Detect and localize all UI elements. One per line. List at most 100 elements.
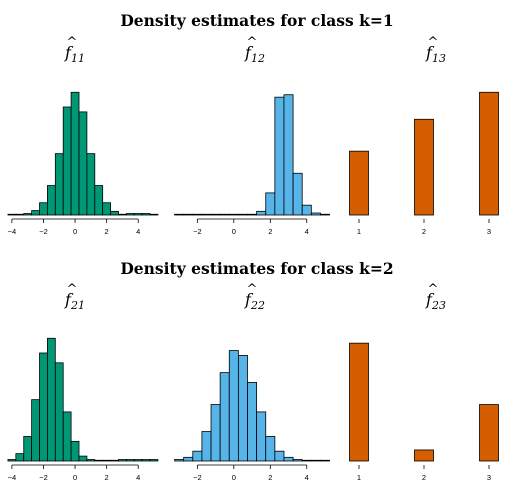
hat-mark: ^ [247, 35, 258, 50]
x-tick-label: 2 [268, 227, 272, 236]
panel-12: f12^ −2 0 2 4 [174, 35, 330, 236]
histogram-bin [210, 404, 221, 462]
hat-mark: ^ [67, 35, 78, 50]
panel-21: f21^ −4 −2 0 2 4 [7, 282, 159, 482]
bar [349, 342, 369, 462]
histogram-bin [23, 436, 33, 462]
x-tick-label: 3 [487, 227, 491, 236]
hat-mark: ^ [67, 282, 78, 297]
panel-title: f21 [64, 290, 85, 312]
histogram-bin [228, 213, 239, 216]
panel-title: f11 [64, 43, 85, 65]
histogram-bin [237, 355, 248, 462]
bar [479, 404, 499, 462]
histogram-bin [310, 212, 321, 216]
histogram-bin [62, 411, 72, 462]
histogram-bin [292, 172, 303, 216]
panel-title: f23 [425, 290, 446, 312]
x-tick-label: 1 [357, 227, 361, 236]
histogram-bin [301, 459, 312, 462]
histogram-bin [301, 204, 312, 216]
panel-23: f23^ 1 2 3 [349, 282, 499, 482]
histogram-bin [125, 213, 135, 216]
histogram-bin [94, 459, 104, 462]
histogram-bin [15, 213, 25, 216]
histogram-bin [54, 153, 64, 216]
histogram-bin [237, 213, 248, 216]
histogram-bin [149, 459, 159, 462]
bar [479, 91, 499, 216]
histogram-bin [256, 210, 267, 216]
histogram-bin [192, 450, 203, 462]
histogram-bin [320, 213, 330, 216]
histogram-bin [118, 459, 127, 462]
hat-mark: ^ [428, 35, 439, 50]
histogram-bin [141, 213, 151, 216]
x-tick-label: 4 [136, 473, 140, 482]
histogram-bin [39, 202, 48, 216]
histogram-bin [174, 213, 185, 216]
histogram-bin [70, 440, 80, 462]
histogram-bin [102, 459, 111, 462]
x-tick-label: −4 [8, 473, 17, 482]
histogram-bin [78, 111, 88, 216]
histogram-bin [247, 213, 258, 216]
histogram-bin [256, 411, 267, 462]
x-tick-label: 4 [305, 473, 309, 482]
histogram-bin [23, 213, 33, 216]
panel-11: f11^ −4 −2 0 2 4 [7, 35, 159, 236]
histogram-bin [7, 459, 17, 462]
histogram-bin [133, 213, 143, 216]
histogram-bin [274, 96, 285, 216]
histogram-bin [31, 210, 40, 216]
x-tick-label: −2 [193, 227, 202, 236]
x-tick-label: 0 [73, 473, 77, 482]
x-tick-label: 2 [105, 227, 109, 236]
histogram-bin [265, 192, 276, 216]
histogram-bin [210, 213, 221, 216]
histogram-bin [47, 337, 56, 462]
bar [414, 118, 434, 216]
bar [414, 449, 434, 462]
panel-title: f12 [244, 43, 265, 65]
histogram-bin [183, 456, 194, 462]
histogram-bin [7, 213, 17, 216]
histogram-bin [86, 153, 96, 216]
histogram-bin [62, 106, 72, 216]
x-tick-label: 4 [136, 227, 140, 236]
histogram-bin [247, 382, 258, 462]
histogram-bin [141, 459, 151, 462]
histogram-bin [125, 459, 135, 462]
x-tick-label: 1 [357, 473, 361, 482]
histogram-bin [102, 202, 111, 216]
x-tick-label: 0 [73, 227, 77, 236]
histogram-bin [110, 210, 119, 216]
histogram-bin [219, 213, 230, 216]
histogram-bin [183, 213, 194, 216]
histogram-bin [31, 399, 40, 462]
histogram-bin [219, 372, 230, 462]
histogram-bin [149, 213, 159, 216]
x-tick-label: −2 [193, 473, 202, 482]
histogram-bin [133, 459, 143, 462]
histogram-bin [192, 213, 203, 216]
panel-22: f22^ −2 0 2 4 [174, 282, 330, 482]
histogram-bin [78, 455, 88, 462]
histogram-bin [118, 213, 127, 216]
histogram-bin [174, 459, 185, 462]
x-tick-label: 2 [105, 473, 109, 482]
histogram-bin [94, 185, 104, 216]
histogram-bin [47, 185, 56, 216]
histogram-bin [310, 459, 321, 462]
histogram-bin [265, 436, 276, 462]
section-title-k2: Density estimates for class k=2 [120, 259, 393, 278]
histogram-bin [54, 362, 64, 462]
histogram-bin [86, 459, 96, 462]
x-tick-label: 0 [232, 473, 236, 482]
histogram-bin [320, 459, 330, 462]
hat-mark: ^ [247, 282, 258, 297]
x-tick-label: 3 [487, 473, 491, 482]
histogram-bin [39, 352, 48, 462]
histogram-bin [283, 456, 294, 462]
